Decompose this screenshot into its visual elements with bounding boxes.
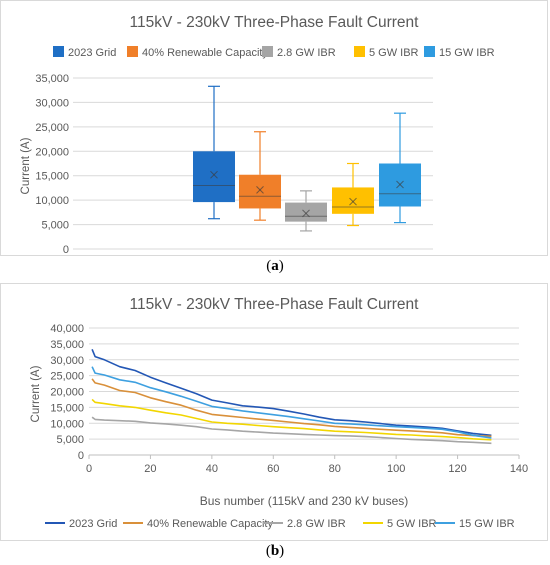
- legend-swatch: [262, 46, 273, 57]
- mean-marker: [256, 186, 264, 194]
- legend-label: 2.8 GW IBR: [277, 47, 336, 59]
- x-tick-label: 60: [267, 463, 279, 475]
- x-tick-label: 0: [86, 463, 92, 475]
- iqr-box: [285, 202, 327, 222]
- line-chart-x-axis-label: Bus number (115kV and 230 kV buses): [200, 494, 409, 508]
- legend-label: 40% Renewable Capacity: [142, 47, 268, 59]
- y-tick-label: 0: [78, 450, 84, 462]
- y-tick-label: 10,000: [35, 195, 69, 207]
- y-tick-label: 10,000: [50, 418, 84, 430]
- legend-swatch: [127, 46, 138, 57]
- x-tick-label: 80: [329, 463, 341, 475]
- caption-b: (b): [265, 543, 285, 559]
- legend-item-2023-grid: 2023 Grid: [45, 518, 117, 530]
- legend-item-40pct-renewable-capacity: 40% Renewable Capacity: [127, 46, 268, 59]
- line-chart-panel: 115kV - 230kV Three-Phase Fault Current …: [0, 283, 548, 541]
- legend-item-2-8-gw-ibr: 2.8 GW IBR: [263, 518, 346, 530]
- line-chart-legend: 2023 Grid 40% Renewable Capacity 2.8 GW IB…: [45, 518, 515, 530]
- series-line-5-gw-ibr: [91, 398, 492, 441]
- mean-marker: [210, 170, 218, 179]
- legend-label: 5 GW IBR: [387, 518, 437, 530]
- y-tick-label: 5,000: [41, 220, 69, 232]
- legend-label: 5 GW IBR: [369, 47, 419, 59]
- y-tick-label: 20,000: [50, 387, 84, 399]
- y-tick-label: 5,000: [56, 434, 84, 446]
- legend-swatch: [424, 46, 435, 57]
- y-tick-label: 35,000: [50, 339, 84, 351]
- series-line-2023-grid: [91, 348, 492, 437]
- box-plot-boxes: [193, 85, 421, 232]
- mean-marker: [349, 197, 357, 206]
- x-tick-label: 40: [206, 463, 218, 475]
- box-15-gw-ibr: [379, 112, 421, 224]
- legend-label: 40% Renewable Capacity: [147, 518, 273, 530]
- box-plot-y-ticks: 0 5,000 10,000 15,000 20,000 25,000 30,000 35,0…: [35, 73, 69, 256]
- box-plot-y-axis-label: Current (A): [20, 137, 32, 194]
- series-line-40pct-renewable-capacity: [91, 378, 492, 438]
- box-5-gw-ibr: [332, 162, 374, 227]
- legend-item-15-gw-ibr: 15 GW IBR: [424, 46, 495, 59]
- legend-item-40pct-renewable-capacity: 40% Renewable Capacity: [123, 518, 273, 530]
- line-chart-y-ticks: 0 5,000 10,000 15,000 20,000 25,000 30,000 35,0…: [50, 323, 84, 462]
- line-chart-x-ticks: 0 20 40 60 80 100 120 140: [86, 454, 528, 475]
- caption-a: (a): [266, 258, 284, 274]
- box-plot-title: 115kV - 230kV Three-Phase Fault Current: [130, 14, 420, 31]
- legend-label: 15 GW IBR: [439, 47, 495, 59]
- y-tick-label: 30,000: [35, 97, 69, 109]
- box-2023-grid: [193, 85, 235, 220]
- y-tick-label: 15,000: [50, 402, 84, 414]
- legend-label: 2023 Grid: [69, 518, 117, 530]
- box-40pct-renewable-capacity: [239, 131, 281, 221]
- y-tick-label: 25,000: [35, 122, 69, 134]
- y-tick-label: 35,000: [35, 73, 69, 85]
- box-plot-legend: 2023 Grid 40% Renewable Capacity 2.8 GW IB…: [53, 46, 495, 59]
- line-chart-gridlines: [89, 327, 519, 456]
- legend-swatch: [354, 46, 365, 57]
- line-chart-y-axis-label: Current (A): [30, 365, 42, 422]
- y-tick-label: 40,000: [50, 323, 84, 335]
- x-tick-label: 20: [144, 463, 156, 475]
- legend-item-5-gw-ibr: 5 GW IBR: [354, 46, 419, 59]
- legend-item-2-8-gw-ibr: 2.8 GW IBR: [262, 46, 336, 59]
- box-plot-panel: 115kV - 230kV Three-Phase Fault Current …: [0, 0, 548, 256]
- x-tick-label: 100: [387, 463, 405, 475]
- line-chart-series: [91, 348, 492, 445]
- series-line-15-gw-ibr: [91, 366, 492, 439]
- y-tick-label: 15,000: [35, 171, 69, 183]
- legend-item-15-gw-ibr: 15 GW IBR: [435, 518, 515, 530]
- box-plot-chart: 115kV - 230kV Three-Phase Fault Current …: [20, 14, 495, 256]
- line-chart: 115kV - 230kV Three-Phase Fault Current …: [30, 296, 528, 530]
- box-2-8-gw-ibr: [285, 190, 327, 232]
- legend-item-5-gw-ibr: 5 GW IBR: [363, 518, 437, 530]
- y-tick-label: 25,000: [50, 371, 84, 383]
- iqr-box: [193, 151, 235, 203]
- x-tick-label: 120: [448, 463, 466, 475]
- y-tick-label: 30,000: [50, 355, 84, 367]
- legend-label: 15 GW IBR: [459, 518, 515, 530]
- mean-marker: [396, 180, 404, 189]
- y-tick-label: 0: [63, 244, 69, 255]
- y-tick-label: 20,000: [35, 146, 69, 158]
- legend-item-2023-grid: 2023 Grid: [53, 46, 116, 59]
- series-line-2-8-gw-ibr: [91, 416, 492, 445]
- x-tick-label: 140: [510, 463, 528, 475]
- legend-label: 2.8 GW IBR: [287, 518, 346, 530]
- legend-label: 2023 Grid: [68, 47, 116, 59]
- legend-swatch: [53, 46, 64, 57]
- iqr-box: [332, 187, 374, 214]
- line-chart-title: 115kV - 230kV Three-Phase Fault Current: [130, 296, 420, 313]
- iqr-box: [239, 174, 281, 209]
- mean-marker: [302, 209, 310, 218]
